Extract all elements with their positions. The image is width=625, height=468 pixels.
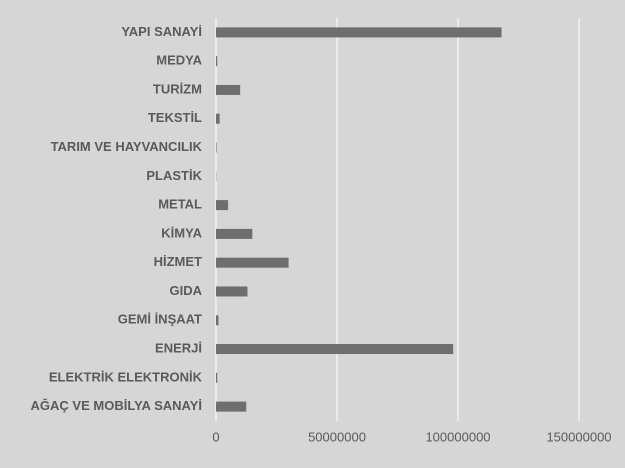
bar xyxy=(216,286,248,297)
bar xyxy=(216,315,219,326)
bar xyxy=(216,113,220,124)
y-tick-label: TARIM VE HAYVANCILIK xyxy=(51,139,203,154)
bar xyxy=(216,27,502,38)
y-tick-label: AĞAÇ VE MOBİLYA SANAYİ xyxy=(31,398,202,413)
bar xyxy=(216,401,247,412)
y-tick-label: TURİZM xyxy=(153,81,202,96)
y-tick-label: GEMİ İNŞAAT xyxy=(118,312,202,327)
x-tick-label: 100000000 xyxy=(425,429,490,444)
bar xyxy=(216,228,253,239)
y-tick-label: HİZMET xyxy=(154,254,202,269)
x-tick-label: 0 xyxy=(212,429,219,444)
y-tick-label: ELEKTRİK ELEKTRONİK xyxy=(49,369,203,384)
x-tick-label: 50000000 xyxy=(308,429,366,444)
y-tick-label: ENERJİ xyxy=(155,340,202,355)
bar xyxy=(216,344,454,355)
bar xyxy=(216,56,218,67)
bar xyxy=(216,257,289,268)
y-tick-label: KİMYA xyxy=(161,225,202,240)
bar xyxy=(216,84,241,95)
y-tick-label: GIDA xyxy=(170,283,203,298)
y-tick-label: MEDYA xyxy=(156,53,202,68)
bar xyxy=(216,200,229,211)
y-tick-label: METAL xyxy=(158,197,202,212)
bar xyxy=(216,372,218,383)
x-tick-label: 150000000 xyxy=(546,429,611,444)
y-tick-label: PLASTİK xyxy=(146,168,202,183)
y-tick-label: TEKSTİL xyxy=(148,110,202,125)
y-tick-label: YAPI SANAYİ xyxy=(121,24,202,39)
